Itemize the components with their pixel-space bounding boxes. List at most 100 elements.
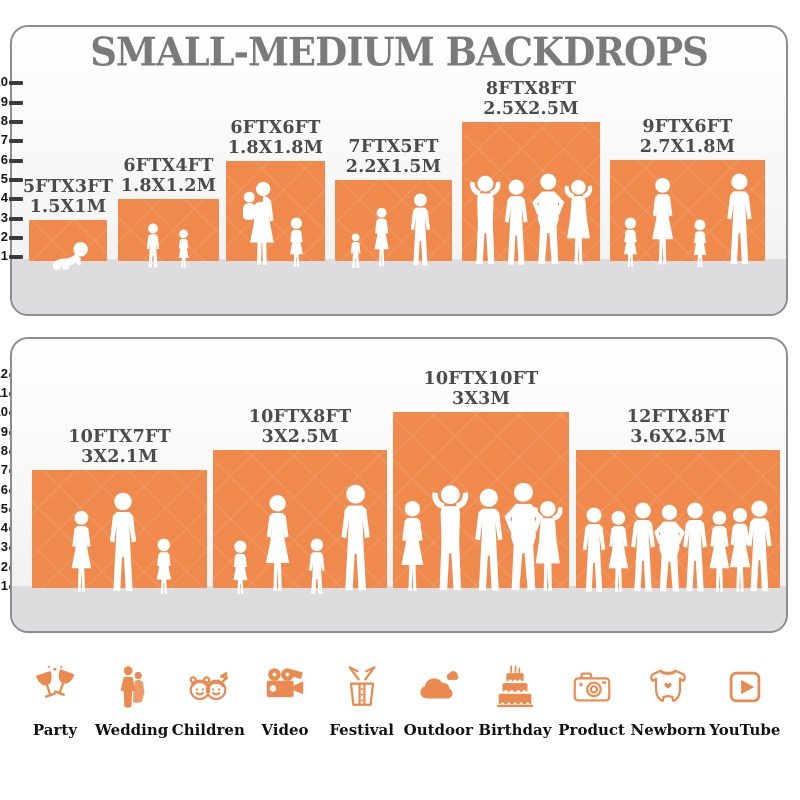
size-ft-text: 5FTX3FT (22, 177, 114, 197)
size-ft-text: 6FTX4FT (123, 156, 214, 176)
category-newborn: Newborn (630, 664, 706, 739)
backdrop-bar-6ftx4ft: 6FTX4FT 1.8X1.2M (118, 156, 219, 268)
bar-size-label: 10FTX10FT 3X3M (371, 369, 591, 409)
bottom-panel-floor (12, 586, 786, 631)
backdrop-bar-8ftx8ft: 8FTX8FT 2.5X2.5M (462, 79, 600, 265)
ruler-number-8: 8 (0, 442, 8, 458)
bar-size-label: 7FTX5FT 2.2X1.5M (284, 137, 504, 177)
ruler-number-6: 6 (0, 151, 8, 167)
ruler-number-5: 5 (0, 500, 8, 516)
ruler-number-7: 7 (0, 132, 8, 148)
ruler-number-4: 4 (0, 520, 8, 536)
party-glasses-icon (35, 665, 75, 698)
birthday-cake-icon (496, 665, 534, 708)
ruler-number-7: 7 (0, 462, 8, 478)
category-product: Product (555, 664, 629, 739)
category-label: Newborn (630, 721, 706, 739)
backdrop-bar-12ftx8ft: 12FTX8FT 3.6X2.5M (576, 407, 780, 592)
size-m-text: 2.7X1.8M (639, 137, 736, 157)
backdrop-bar-10ftx10ft: 10FTX10FT 3X3M (393, 369, 569, 592)
bar-size-label: 12FTX8FT 3.6X2.5M (568, 407, 788, 447)
category-festival: Festival (325, 664, 399, 739)
ruler-number-2: 2 (0, 229, 8, 245)
bar-size-label: 10FTX8FT 3X2.5M (190, 407, 410, 447)
ruler-number-10: 10 (0, 74, 8, 90)
ruler-tick-7 (9, 139, 23, 144)
size-ft-text: 7FTX5FT (348, 137, 439, 157)
children-faces-icon (189, 672, 229, 701)
category-label: YouTube (709, 721, 781, 739)
silhouette-family-of-four (623, 173, 752, 268)
ruler-tick-4 (9, 197, 23, 202)
size-m-text: 1.5X1M (29, 197, 107, 217)
silhouette-family-of-three (350, 193, 431, 268)
size-m-text: 3X2.5M (261, 427, 339, 447)
category-birthday: Birthday (478, 664, 552, 739)
ruler-number-3: 3 (0, 539, 8, 555)
ruler-tick-1 (9, 255, 23, 260)
size-m-text: 1.8X1.8M (227, 138, 324, 158)
category-label: Festival (329, 721, 394, 739)
silhouette-boy-and-girl (146, 223, 189, 268)
bar-size-label: 5FTX3FT 1.5X1M (0, 177, 178, 217)
ruler-number-1: 1 (0, 578, 8, 593)
movie-camera-icon (266, 668, 304, 698)
ruler-tick-6 (9, 158, 23, 163)
size-ft-text: 10FTX10FT (423, 369, 539, 389)
backdrop-bar-6ftx6ft: 6FTX6FT 1.8X1.8M (226, 118, 325, 268)
ruler-tick-5 (9, 178, 23, 182)
bar-size-label: 10FTX7FT 3X2.1M (10, 427, 230, 467)
silhouette-mother-carrying-child (242, 181, 303, 268)
category-label: Video (261, 721, 309, 739)
backdrop-bar-7ftx5ft: 7FTX5FT 2.2X1.5M (335, 137, 452, 268)
backdrop-bar-10ftx7ft: 10FTX7FT 3X2.1M (32, 427, 207, 594)
size-m-text: 2.2X1.5M (345, 157, 442, 177)
wedding-couple-icon (120, 666, 145, 708)
size-m-text: 3.6X2.5M (630, 427, 726, 447)
ruler-number-3: 3 (0, 209, 8, 225)
ruler-number-1: 1 (0, 248, 8, 264)
clouds-icon (420, 671, 459, 699)
ruler-number-8: 8 (0, 112, 8, 128)
ruler-number-10: 10 (0, 404, 8, 420)
backdrop-bar-5ftx3ft: 5FTX3FT 1.5X1M (23, 177, 113, 270)
size-ft-text: 6FTX6FT (230, 118, 321, 138)
infographic-title: SMALL-MEDIUM BACKDROPS (90, 28, 709, 76)
size-m-text: 3X2.1M (81, 447, 158, 467)
bar-size-label: 6FTX4FT 1.8X1.2M (59, 156, 279, 196)
category-label: Outdoor (403, 721, 473, 739)
bar-size-label: 9FTX6FT 2.7X1.8M (578, 117, 798, 157)
ruler-number-9: 9 (0, 93, 8, 109)
ruler-number-11: 11 (0, 385, 8, 400)
ruler-tick-9 (9, 100, 23, 105)
ruler-tick-10 (9, 81, 23, 86)
photo-camera-icon (573, 672, 610, 702)
category-party: Party (18, 664, 92, 739)
category-label: Children (171, 721, 245, 739)
size-m-text: 3X3M (451, 389, 511, 409)
size-ft-text: 8FTX8FT (485, 79, 577, 99)
category-youtube: YouTube (708, 664, 782, 739)
ruler-tick-3 (9, 216, 23, 221)
ruler-tick-8 (9, 119, 23, 124)
play-button-icon (729, 671, 761, 703)
top-panel-floor (12, 259, 786, 314)
ruler-number-2: 2 (0, 558, 8, 574)
category-label: Birthday (478, 721, 552, 739)
size-m-text: 1.8X1.2M (120, 176, 217, 196)
category-outdoor: Outdoor (401, 664, 475, 739)
silhouette-crawling-baby (52, 242, 88, 270)
silhouette-family-of-four (233, 484, 370, 594)
category-label: Product (558, 721, 625, 739)
gift-box-icon (348, 666, 376, 706)
backdrop-bar-10ftx8ft: 10FTX8FT 3X2.5M (213, 407, 387, 594)
size-ft-text: 10FTX8FT (248, 407, 352, 427)
size-ft-text: 12FTX8FT (626, 407, 730, 427)
ruler-number-9: 9 (0, 423, 8, 439)
category-wedding: Wedding (95, 664, 169, 739)
ruler-number-4: 4 (0, 190, 8, 206)
category-video: Video (248, 664, 322, 739)
category-label: Party (32, 721, 78, 739)
silhouette-family-of-three (71, 492, 172, 594)
